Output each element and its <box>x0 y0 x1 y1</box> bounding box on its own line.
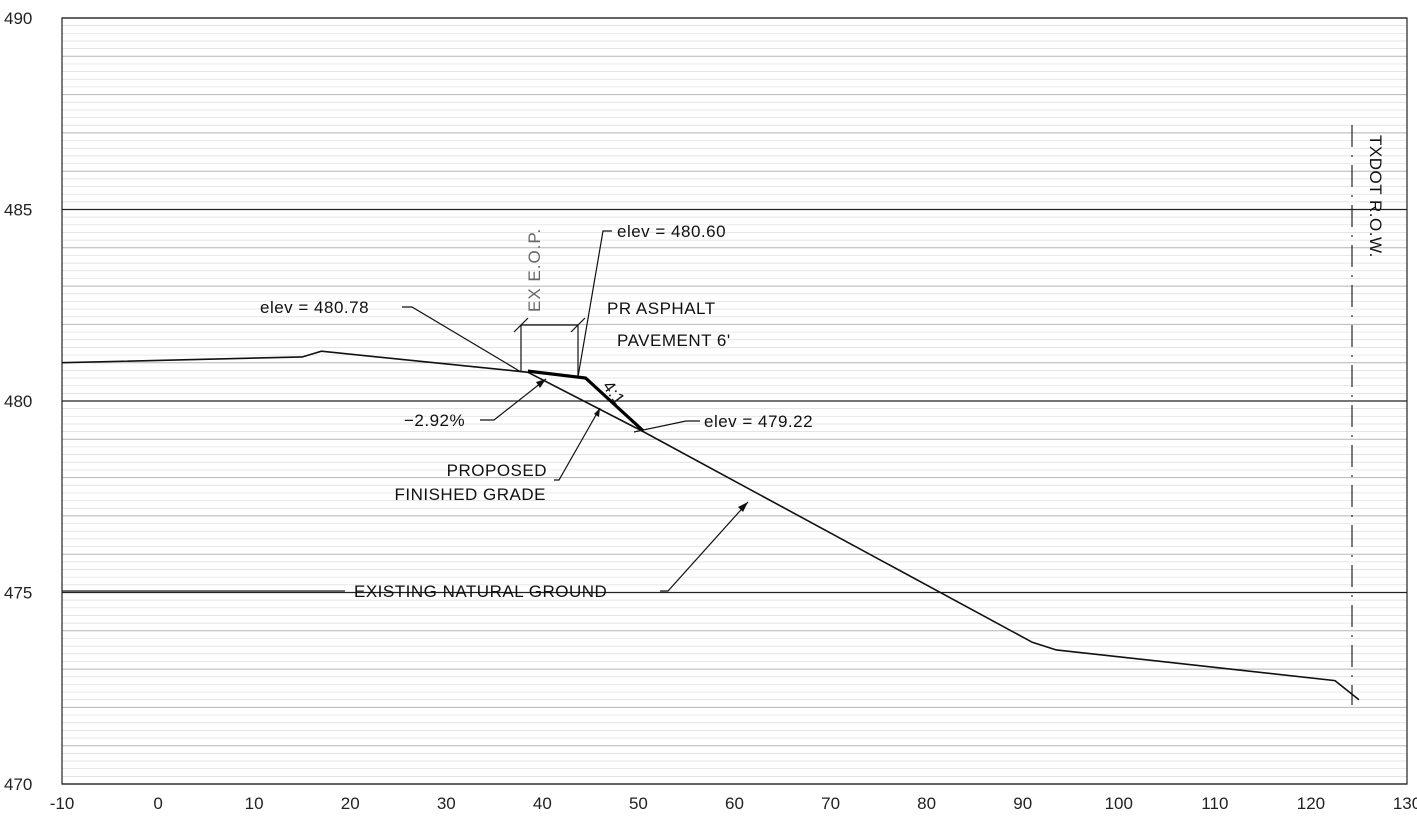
leader-elev-right <box>633 420 700 433</box>
x-tick-label: 100 <box>1105 794 1133 813</box>
y-tick-label: 470 <box>4 775 32 794</box>
x-tick-label: 0 <box>153 794 162 813</box>
x-tick-label: 50 <box>629 794 648 813</box>
proposed-grade-line <box>527 369 645 433</box>
x-tick-label: -10 <box>50 794 75 813</box>
y-tick-label: 490 <box>4 9 32 28</box>
leader-elev-left <box>402 306 522 373</box>
arrowhead-existing <box>738 502 748 512</box>
row-label: TXDOT R.O.W. <box>1366 135 1385 258</box>
slope-percent-label: −2.92% <box>404 411 465 430</box>
leader-proposed <box>554 407 601 481</box>
x-tick-label: 20 <box>341 794 360 813</box>
x-tick-label: 90 <box>1013 794 1032 813</box>
existing-ground-line <box>61 350 1360 701</box>
leader-elev-top <box>577 230 612 378</box>
x-tick-label: 130 <box>1393 794 1417 813</box>
leader-slope-pct <box>480 378 547 421</box>
proposed-label-line1: PROPOSED <box>447 461 547 480</box>
y-tick-label: 475 <box>4 584 32 603</box>
arrowhead-slope <box>536 379 546 388</box>
tick-layer: -10 0 10 20 30 40 50 60 70 80 90 100 110 120 130 470 475… <box>4 9 1417 813</box>
y-tick-label: 485 <box>4 201 32 220</box>
x-tick-label: 80 <box>917 794 936 813</box>
elev-right-label: elev = 479.22 <box>704 412 813 431</box>
x-tick-label: 30 <box>437 794 456 813</box>
series-layer <box>61 350 1360 701</box>
proposed-label-line2: FINISHED GRADE <box>394 485 546 504</box>
arrowhead-proposed <box>594 408 600 417</box>
pavement-dimension <box>513 317 586 377</box>
grid-layer <box>62 17 1407 785</box>
x-tick-label: 60 <box>725 794 744 813</box>
slope-ratio-label: 4:1 <box>599 377 629 409</box>
elev-top-label: elev = 480.60 <box>617 222 726 241</box>
pavement-label-line1: PR ASPHALT <box>607 299 716 318</box>
x-tick-label: 70 <box>821 794 840 813</box>
x-tick-label: 40 <box>533 794 552 813</box>
pavement-label-line2: PAVEMENT 6' <box>617 331 731 350</box>
y-tick-label: 480 <box>4 392 32 411</box>
eop-label: EX E.O.P. <box>525 228 544 312</box>
x-tick-label: 10 <box>245 794 264 813</box>
plot-frame <box>61 17 1408 785</box>
elev-left-label: elev = 480.78 <box>260 298 369 317</box>
leader-lines <box>62 230 749 592</box>
existing-ground-label: EXISTING NATURAL GROUND <box>354 582 607 601</box>
x-tick-label: 120 <box>1297 794 1325 813</box>
leader-existing <box>660 501 749 592</box>
x-tick-label: 110 <box>1201 794 1228 813</box>
